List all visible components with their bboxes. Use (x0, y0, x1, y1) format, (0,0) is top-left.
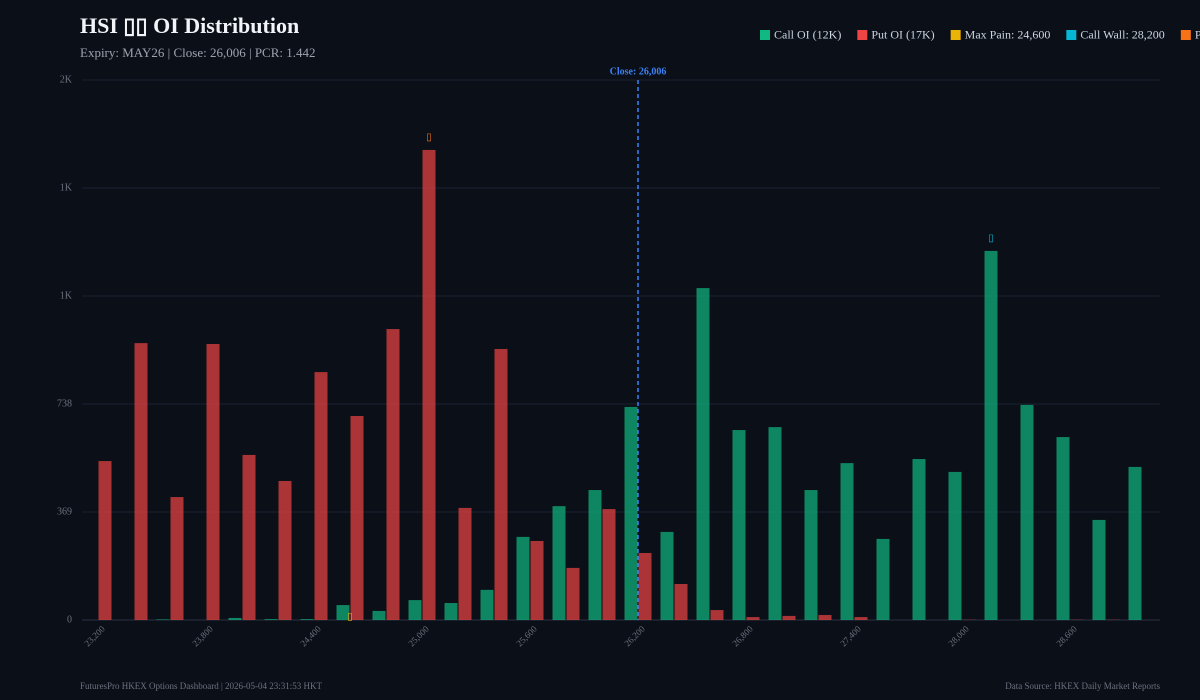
bar (1128, 466, 1142, 620)
y-tick-label: 0 (67, 614, 72, 625)
bar (818, 615, 832, 620)
x-tick-label: 26,200 (622, 623, 647, 648)
x-tick-label: 28,000 (946, 623, 971, 648)
bar (1056, 437, 1070, 620)
bar (480, 589, 494, 620)
bar (854, 617, 868, 620)
y-tick-label: 738 (57, 398, 72, 409)
x-tick-label: 24,400 (298, 623, 323, 648)
chart-subtitle: Expiry: MAY26 | Close: 26,006 | PCR: 1.4… (80, 45, 316, 60)
bar (242, 454, 256, 620)
legend-swatch (1066, 30, 1077, 40)
x-tick-label: 27,400 (838, 623, 863, 648)
bar (336, 605, 350, 620)
legend-label: Put Wall: 25,000 (1195, 27, 1200, 41)
legend-label: Call Wall: 28,200 (1080, 27, 1164, 41)
bar (156, 619, 170, 620)
bar (1020, 404, 1034, 620)
bar (458, 507, 472, 620)
bar (516, 536, 530, 620)
bar (206, 344, 220, 620)
legend-swatch (760, 30, 770, 40)
marker: ▯ (426, 132, 432, 143)
bar (264, 619, 278, 620)
bar (948, 471, 962, 620)
legend-swatch (1180, 30, 1191, 40)
legend-swatch (950, 30, 961, 40)
legend-label: Call OI (12K) (774, 27, 841, 41)
y-tick-label: 2K (60, 74, 73, 85)
bar (746, 617, 760, 620)
bar (732, 430, 746, 620)
x-tick-label: 26,800 (730, 623, 755, 648)
bar (638, 552, 652, 620)
bar (314, 372, 328, 620)
bar (444, 603, 458, 620)
bar (1092, 519, 1106, 620)
bar (782, 615, 796, 620)
bar (912, 459, 926, 620)
bar (804, 490, 818, 620)
footer-right: Data Source: HKEX Daily Market Reports (1005, 681, 1160, 691)
bar (768, 427, 782, 620)
x-tick-label: 23,800 (190, 623, 215, 648)
bar (674, 584, 688, 620)
y-tick-label: 1K (60, 290, 73, 301)
bar (170, 497, 184, 620)
bar (710, 610, 724, 620)
close-label: Close: 26,006 (610, 66, 667, 77)
bar (350, 416, 364, 620)
bar (494, 348, 508, 620)
legend-swatch (857, 30, 868, 40)
bar (278, 480, 292, 620)
bar (566, 567, 580, 620)
bar (408, 600, 422, 620)
y-tick-label: 369 (57, 506, 72, 517)
bar (984, 250, 998, 621)
x-tick-label: 23,200 (82, 623, 107, 648)
bar (602, 509, 616, 620)
marker: ▯ (988, 233, 994, 244)
bar (660, 531, 674, 620)
bar (228, 617, 242, 620)
bar (530, 540, 544, 620)
bar (876, 538, 890, 620)
y-tick-label: 1K (60, 182, 73, 193)
bar (624, 406, 638, 620)
x-tick-label: 25,600 (514, 623, 539, 648)
bar (372, 610, 386, 620)
bar (98, 461, 112, 620)
bar (386, 329, 400, 620)
legend-label: Put OI (17K) (871, 27, 934, 41)
bar (422, 149, 436, 620)
bar (840, 463, 854, 620)
bar (696, 288, 710, 620)
bar (588, 490, 602, 620)
footer-left: FuturesPro HKEX Options Dashboard | 2026… (80, 681, 323, 691)
chart-title: HSI ▯▯ OI Distribution (80, 13, 299, 38)
bar (300, 619, 314, 620)
marker: ▯ (347, 611, 353, 622)
legend-label: Max Pain: 24,600 (965, 27, 1051, 41)
x-tick-label: 25,000 (406, 623, 431, 648)
x-tick-label: 28,600 (1054, 623, 1079, 648)
bar (134, 343, 148, 620)
bar (552, 506, 566, 620)
